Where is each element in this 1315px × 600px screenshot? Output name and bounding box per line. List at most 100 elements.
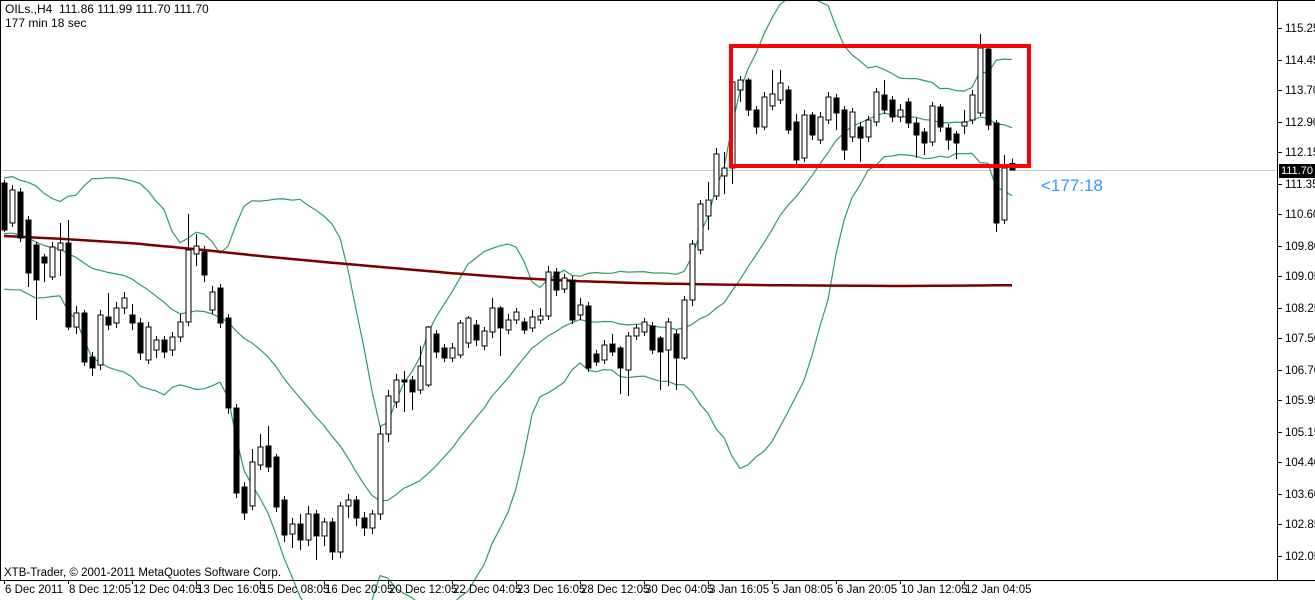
candle [345, 494, 352, 518]
candle [593, 350, 600, 366]
candle [585, 302, 592, 372]
candle [137, 318, 144, 360]
candle [889, 96, 896, 122]
candle [657, 336, 664, 390]
candle [881, 80, 888, 114]
candle [41, 254, 48, 282]
candle-body [705, 199, 712, 217]
price-axis-label: 112.15 [1285, 147, 1315, 159]
candle-body [209, 291, 216, 311]
candle [57, 223, 64, 276]
candle-body [377, 433, 384, 515]
candle-body [601, 344, 608, 361]
symbol-info-text: OILs.,H4 111.86 111.99 111.70 111.70 [5, 2, 209, 16]
candle [617, 346, 624, 394]
time-axis-label: 6 Dec 2011 [5, 584, 63, 596]
candle [673, 330, 680, 390]
time-axis-label: 3 Jan 16:05 [709, 584, 769, 596]
price-axis-label: 106.70 [1285, 365, 1315, 377]
candle [17, 188, 24, 242]
candle [129, 304, 136, 330]
candle [209, 286, 216, 314]
candle-body [817, 116, 824, 141]
time-axis-label: 12 Jan 04:05 [965, 584, 1032, 596]
candle-body [873, 91, 880, 123]
time-axis-label: 10 Jan 12:05 [901, 584, 968, 596]
candle [945, 124, 952, 150]
candle-body [169, 336, 176, 351]
highlight-rectangle-annotation[interactable] [729, 44, 1031, 168]
candle [185, 214, 192, 326]
time-axis-label: 23 Dec 16:05 [517, 584, 585, 596]
candle [473, 320, 480, 346]
candle-body [449, 347, 456, 359]
candle-body [961, 121, 968, 127]
candle [601, 340, 608, 364]
candle [81, 310, 88, 366]
candle-body [313, 513, 320, 537]
candle [809, 112, 816, 140]
candle [801, 110, 808, 162]
candle-body [545, 271, 552, 317]
price-axis-label: 105.15 [1285, 427, 1315, 439]
candle [417, 346, 424, 394]
candle-body [321, 521, 328, 537]
candle-body [801, 114, 808, 159]
candle [121, 292, 128, 314]
price-axis-label: 108.25 [1285, 303, 1315, 315]
candle-body [1, 182, 8, 231]
candle-body [849, 111, 856, 138]
bollinger-middle-band [3, 112, 1013, 502]
candle-body [793, 121, 800, 161]
candle-body [393, 379, 400, 403]
price-axis-label: 112.90 [1285, 117, 1315, 129]
candle [1, 180, 8, 232]
candle [497, 306, 504, 356]
time-axis-label: 30 Dec 04:05 [645, 584, 713, 596]
candle [857, 122, 864, 162]
candle-body [985, 48, 992, 126]
candle [985, 46, 992, 130]
candle [505, 314, 512, 334]
candle-body [481, 330, 488, 347]
candle [385, 390, 392, 442]
candle-body [97, 314, 104, 366]
price-axis-label: 104.40 [1285, 457, 1315, 469]
time-axis-label: 16 Dec 20:05 [325, 584, 393, 596]
candle-body [417, 365, 424, 391]
candle-body [281, 499, 288, 536]
time-axis-label: 20 Dec 12:05 [389, 584, 457, 596]
candle-body [89, 356, 96, 369]
candle-body [921, 131, 928, 144]
candle-body [329, 521, 336, 553]
candle-body [769, 93, 776, 107]
candle-body [49, 246, 56, 278]
candle [961, 110, 968, 134]
candle [649, 322, 656, 354]
candle [553, 268, 560, 296]
price-axis-label: 110.60 [1285, 209, 1315, 221]
candle-body [753, 109, 760, 128]
candle-body [265, 445, 272, 468]
time-axis-label: 12 Dec 04:05 [133, 584, 201, 596]
candle-body [305, 513, 312, 541]
candle-body [937, 106, 944, 128]
candle-body [865, 119, 872, 138]
candle-body [33, 244, 40, 281]
candle [313, 510, 320, 560]
candle-body [201, 251, 208, 276]
candle-body [41, 256, 48, 264]
candle-body [945, 127, 952, 141]
price-axis-label: 109.05 [1285, 271, 1315, 283]
candle-body [289, 523, 296, 535]
candle [249, 449, 256, 510]
candle [401, 370, 408, 412]
candle [241, 482, 248, 520]
candle-body [409, 379, 416, 393]
candle [721, 152, 728, 194]
time-axis-label: 28 Dec 12:05 [581, 584, 649, 596]
candle [193, 234, 200, 266]
candle-body [777, 82, 784, 101]
candle-body [673, 333, 680, 359]
